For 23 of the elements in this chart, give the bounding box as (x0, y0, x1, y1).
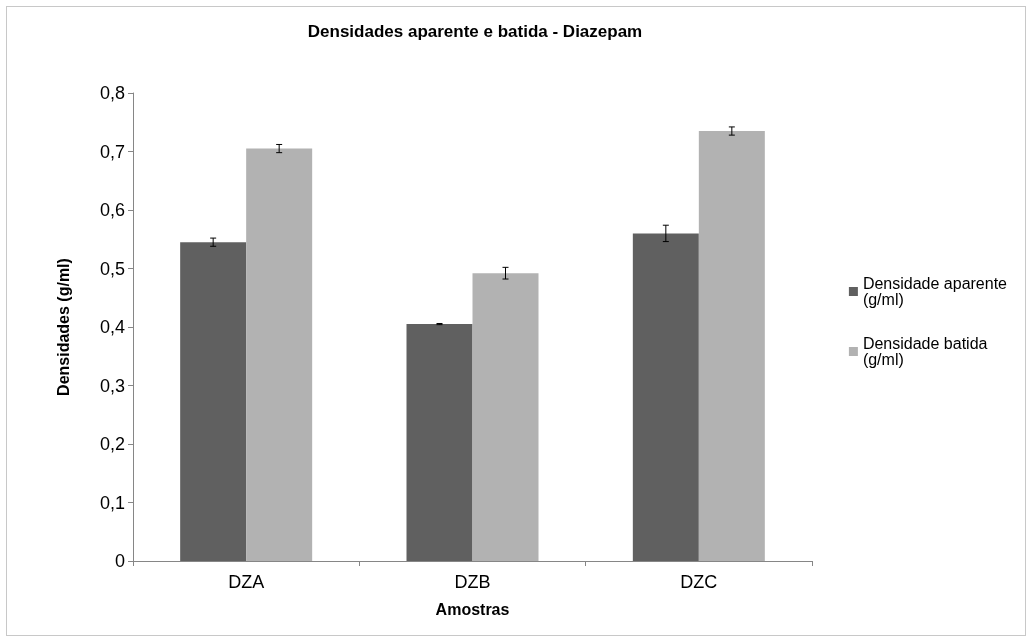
y-tick-label: 0 (114, 551, 125, 571)
y-tick-label: 0,6 (99, 200, 125, 220)
bar (698, 131, 765, 561)
y-tick-label: 0,1 (99, 492, 125, 513)
bar (472, 273, 539, 561)
y-tick-label: 0,8 (99, 83, 125, 103)
bar (406, 324, 473, 561)
x-tick-label: DZC (680, 572, 718, 592)
x-tick-label: DZA (228, 572, 265, 592)
y-axis-title: Densidades (g/ml) (54, 258, 72, 396)
y-tick-label: 0,4 (99, 317, 125, 337)
y-tick-label: 0,5 (99, 258, 125, 279)
x-axis-title: Amostras (435, 600, 510, 618)
x-tick-label: DZB (454, 572, 491, 592)
bar (180, 242, 247, 561)
y-tick-label: 0,7 (99, 141, 125, 162)
bar (246, 148, 313, 561)
chart-title: Densidades aparente e batida - Diazepam (307, 22, 643, 41)
y-tick-label: 0,3 (99, 375, 125, 396)
legend-label: Densidade aparente (g/ml) (862, 275, 1008, 308)
bar (632, 233, 699, 561)
y-tick-label: 0,2 (99, 434, 125, 454)
legend-label: Densidade batida (g/ml) (862, 335, 988, 368)
